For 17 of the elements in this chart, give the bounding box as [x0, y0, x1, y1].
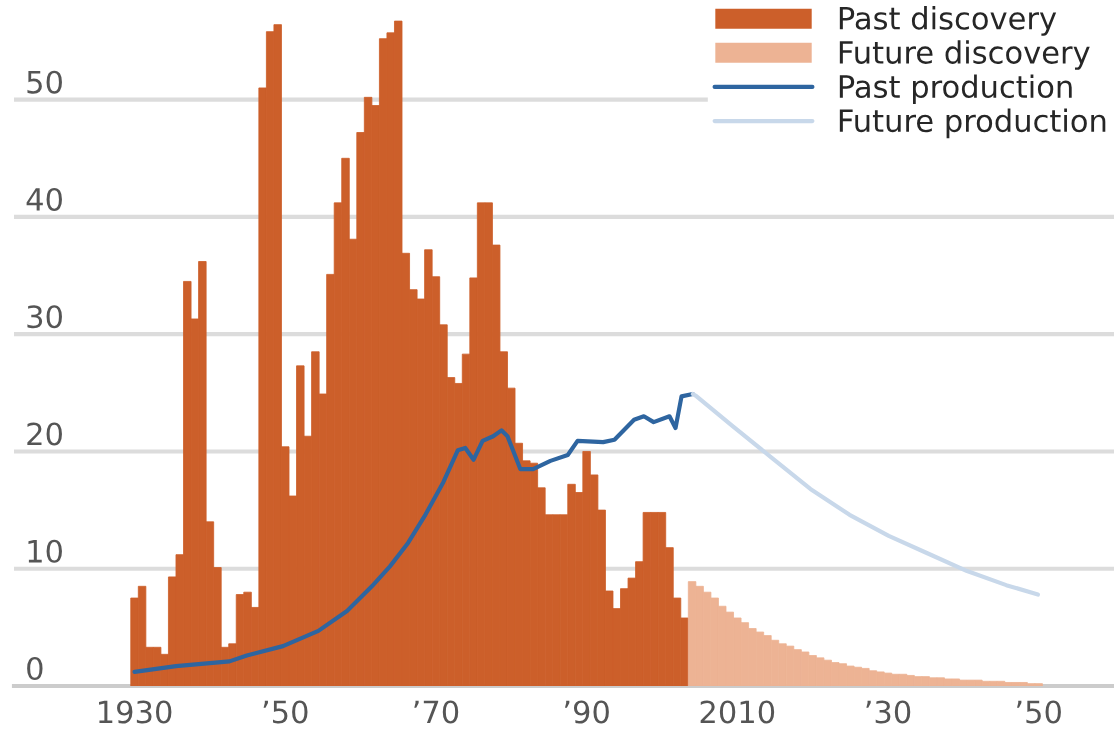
x-tick-label: ’50: [1017, 700, 1061, 724]
y-tick-label: 30: [27, 305, 62, 329]
y-tick-label: 20: [27, 422, 62, 446]
y-tick-label: 10: [28, 539, 62, 563]
y-tick-label: 50: [27, 70, 62, 94]
legend-label: Past discovery: [839, 6, 1057, 36]
x-tick-label: ’70: [414, 700, 459, 724]
x-tick-label: 2010: [700, 700, 775, 724]
legend-label: Future production: [839, 108, 1106, 139]
x-tick-label: ’30: [866, 700, 911, 724]
legend-label: Future discovery: [839, 40, 1090, 70]
x-tick-label: ’50: [263, 700, 308, 724]
y-tick-label: 0: [27, 656, 43, 681]
y-tick-label: 40: [26, 187, 62, 212]
x-tick-label: ’90: [564, 700, 609, 724]
legend-label: Past production: [839, 74, 1072, 104]
x-tick-label: 1930: [99, 700, 172, 724]
